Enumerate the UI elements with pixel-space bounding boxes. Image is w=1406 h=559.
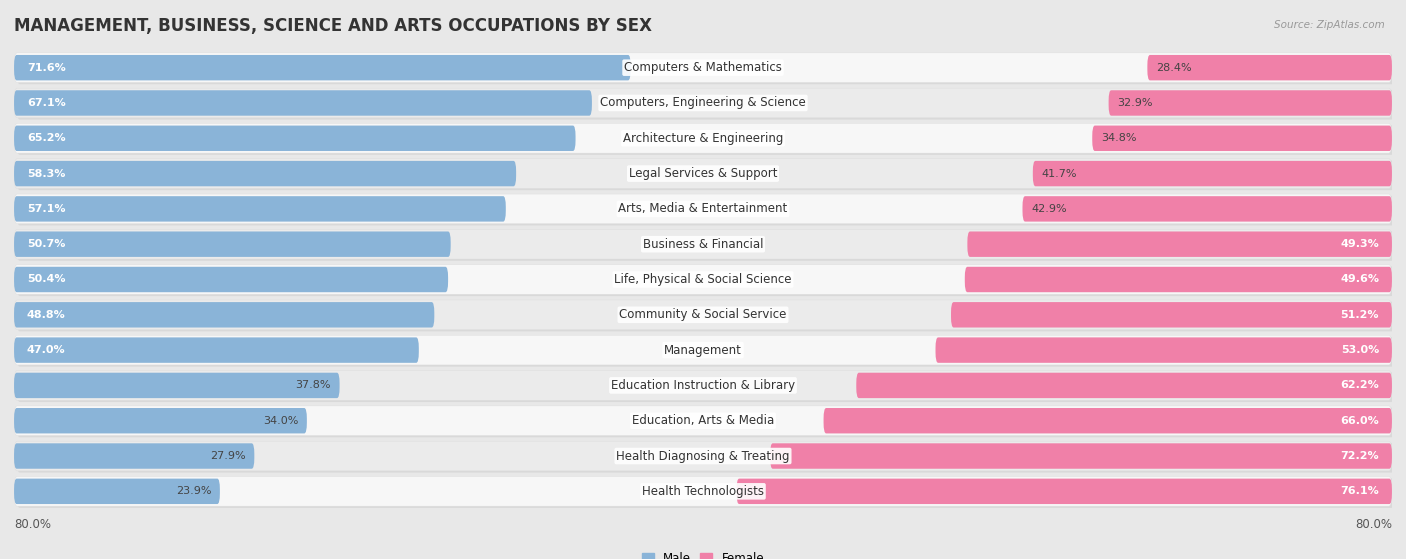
Text: Business & Financial: Business & Financial [643, 238, 763, 250]
Text: 58.3%: 58.3% [27, 169, 65, 178]
Text: 42.9%: 42.9% [1031, 204, 1067, 214]
FancyBboxPatch shape [17, 125, 1395, 155]
Legend: Male, Female: Male, Female [637, 547, 769, 559]
Text: 80.0%: 80.0% [14, 518, 51, 531]
FancyBboxPatch shape [1033, 161, 1392, 186]
Text: 65.2%: 65.2% [27, 133, 66, 143]
Text: 50.7%: 50.7% [27, 239, 65, 249]
FancyBboxPatch shape [935, 338, 1392, 363]
FancyBboxPatch shape [14, 479, 219, 504]
FancyBboxPatch shape [14, 476, 1392, 506]
Text: Life, Physical & Social Science: Life, Physical & Social Science [614, 273, 792, 286]
FancyBboxPatch shape [14, 90, 592, 116]
Text: Community & Social Service: Community & Social Service [619, 309, 787, 321]
Text: 27.9%: 27.9% [209, 451, 246, 461]
FancyBboxPatch shape [14, 126, 575, 151]
Text: 71.6%: 71.6% [27, 63, 66, 73]
FancyBboxPatch shape [14, 124, 1392, 153]
FancyBboxPatch shape [17, 443, 1395, 472]
Text: Legal Services & Support: Legal Services & Support [628, 167, 778, 180]
Text: 41.7%: 41.7% [1042, 169, 1077, 178]
FancyBboxPatch shape [17, 196, 1395, 225]
FancyBboxPatch shape [737, 479, 1392, 504]
FancyBboxPatch shape [1108, 90, 1392, 116]
FancyBboxPatch shape [14, 196, 506, 221]
FancyBboxPatch shape [17, 231, 1395, 261]
FancyBboxPatch shape [14, 159, 1392, 188]
FancyBboxPatch shape [17, 302, 1395, 331]
FancyBboxPatch shape [1147, 55, 1392, 80]
FancyBboxPatch shape [17, 337, 1395, 367]
Text: 76.1%: 76.1% [1340, 486, 1379, 496]
Text: 34.0%: 34.0% [263, 416, 298, 426]
FancyBboxPatch shape [14, 408, 307, 433]
Text: 28.4%: 28.4% [1156, 63, 1192, 73]
Text: 66.0%: 66.0% [1340, 416, 1379, 426]
Text: 32.9%: 32.9% [1118, 98, 1153, 108]
FancyBboxPatch shape [14, 161, 516, 186]
FancyBboxPatch shape [14, 335, 1392, 365]
Text: 23.9%: 23.9% [176, 486, 211, 496]
FancyBboxPatch shape [17, 372, 1395, 402]
FancyBboxPatch shape [14, 302, 434, 328]
FancyBboxPatch shape [950, 302, 1392, 328]
Text: 57.1%: 57.1% [27, 204, 66, 214]
FancyBboxPatch shape [14, 194, 1392, 224]
Text: Health Technologists: Health Technologists [643, 485, 763, 498]
FancyBboxPatch shape [17, 479, 1395, 508]
Text: 53.0%: 53.0% [1341, 345, 1379, 355]
Text: MANAGEMENT, BUSINESS, SCIENCE AND ARTS OCCUPATIONS BY SEX: MANAGEMENT, BUSINESS, SCIENCE AND ARTS O… [14, 17, 652, 35]
FancyBboxPatch shape [14, 373, 340, 398]
FancyBboxPatch shape [14, 443, 254, 469]
FancyBboxPatch shape [14, 300, 1392, 330]
Text: Management: Management [664, 344, 742, 357]
Text: 34.8%: 34.8% [1101, 133, 1136, 143]
Text: Computers & Mathematics: Computers & Mathematics [624, 61, 782, 74]
Text: 50.4%: 50.4% [27, 274, 66, 285]
FancyBboxPatch shape [14, 88, 1392, 118]
FancyBboxPatch shape [967, 231, 1392, 257]
FancyBboxPatch shape [14, 338, 419, 363]
FancyBboxPatch shape [17, 90, 1395, 120]
FancyBboxPatch shape [14, 55, 631, 80]
FancyBboxPatch shape [1092, 126, 1392, 151]
FancyBboxPatch shape [965, 267, 1392, 292]
FancyBboxPatch shape [17, 408, 1395, 437]
Text: 49.6%: 49.6% [1340, 274, 1379, 285]
Text: 51.2%: 51.2% [1340, 310, 1379, 320]
Text: 48.8%: 48.8% [27, 310, 66, 320]
Text: 80.0%: 80.0% [1355, 518, 1392, 531]
Text: Source: ZipAtlas.com: Source: ZipAtlas.com [1274, 20, 1385, 30]
Text: 62.2%: 62.2% [1340, 381, 1379, 390]
Text: Education Instruction & Library: Education Instruction & Library [612, 379, 794, 392]
FancyBboxPatch shape [1022, 196, 1392, 221]
FancyBboxPatch shape [14, 231, 451, 257]
FancyBboxPatch shape [14, 267, 449, 292]
Text: 47.0%: 47.0% [27, 345, 66, 355]
FancyBboxPatch shape [14, 441, 1392, 471]
Text: Education, Arts & Media: Education, Arts & Media [631, 414, 775, 427]
FancyBboxPatch shape [17, 55, 1395, 84]
FancyBboxPatch shape [14, 371, 1392, 400]
Text: Architecture & Engineering: Architecture & Engineering [623, 132, 783, 145]
FancyBboxPatch shape [770, 443, 1392, 469]
Text: 72.2%: 72.2% [1340, 451, 1379, 461]
FancyBboxPatch shape [14, 264, 1392, 295]
Text: Arts, Media & Entertainment: Arts, Media & Entertainment [619, 202, 787, 215]
Text: 67.1%: 67.1% [27, 98, 66, 108]
Text: 49.3%: 49.3% [1340, 239, 1379, 249]
Text: Health Diagnosing & Treating: Health Diagnosing & Treating [616, 449, 790, 462]
Text: 37.8%: 37.8% [295, 381, 330, 390]
FancyBboxPatch shape [17, 267, 1395, 296]
FancyBboxPatch shape [14, 53, 1392, 83]
FancyBboxPatch shape [17, 160, 1395, 190]
FancyBboxPatch shape [14, 406, 1392, 435]
FancyBboxPatch shape [14, 229, 1392, 259]
Text: Computers, Engineering & Science: Computers, Engineering & Science [600, 97, 806, 110]
FancyBboxPatch shape [856, 373, 1392, 398]
FancyBboxPatch shape [824, 408, 1392, 433]
